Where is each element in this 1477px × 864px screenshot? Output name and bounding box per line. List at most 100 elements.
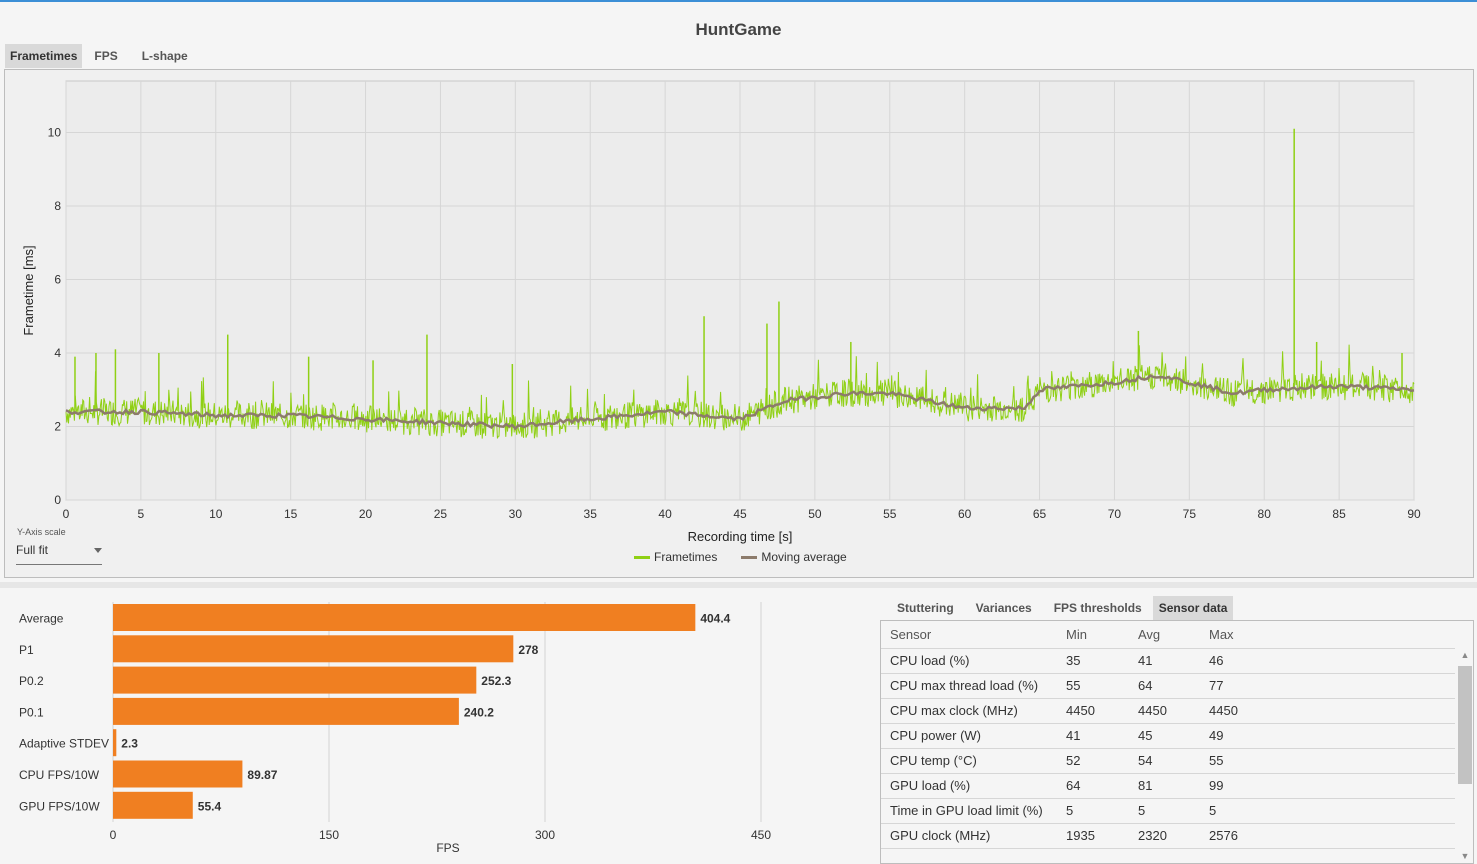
table-header-row: Sensor Min Avg Max (881, 621, 1455, 649)
sensor-min: 41 (1057, 723, 1129, 749)
tab-stuttering[interactable]: Stuttering (897, 601, 954, 615)
legend-item-moving-average: Moving average (741, 550, 847, 564)
table-row[interactable]: CPU temp (°C) 52 54 55 (881, 748, 1455, 774)
column-header-max[interactable]: Max (1200, 621, 1455, 649)
tab-sensor-data[interactable]: Sensor data (1152, 596, 1234, 620)
data-label: 55.4 (198, 799, 222, 813)
sensor-avg: 2320 (1129, 823, 1200, 849)
scroll-up-arrow-icon[interactable]: ▲ (1460, 650, 1470, 660)
panel-divider (0, 582, 1477, 588)
table-row[interactable]: CPU load (%) 35 41 46 (881, 648, 1455, 674)
bar (113, 666, 477, 694)
column-header-min[interactable]: Min (1057, 621, 1129, 649)
sensor-name: CPU load (%) (881, 648, 1057, 674)
sensor-max: 49 (1200, 723, 1455, 749)
sensor-avg: 45 (1129, 723, 1200, 749)
y-axis-scale-dropdown[interactable]: Full fit (16, 541, 102, 565)
scrollbar-thumb[interactable] (1458, 666, 1472, 784)
tab-l-shape[interactable]: L-shape (141, 49, 188, 63)
x-tick-label: 85 (1332, 507, 1346, 521)
x-tick-label: 55 (883, 507, 897, 521)
sensor-name: CPU max clock (MHz) (881, 698, 1057, 724)
sensor-max: 77 (1200, 673, 1455, 699)
column-header-avg[interactable]: Avg (1129, 621, 1200, 649)
sensor-min: 5 (1057, 798, 1129, 824)
sensor-max: 46 (1200, 648, 1455, 674)
legend-label-moving-average: Moving average (761, 550, 847, 564)
sensor-avg: 5 (1129, 798, 1200, 824)
sensor-avg: 41 (1129, 648, 1200, 674)
table-row[interactable]: Time in GPU load limit (%) 5 5 5 (881, 798, 1455, 824)
sensor-table: Sensor Min Avg Max CPU load (%) 35 41 46… (881, 621, 1455, 849)
x-axis-label: FPS (436, 841, 459, 855)
sensor-min: 35 (1057, 648, 1129, 674)
table-row[interactable]: CPU max clock (MHz) 4450 4450 4450 (881, 698, 1455, 724)
frametime-chart: 0 5 10 15 20 25 30 35 40 45 50 55 60 65 70 75 80 85 90 0 2 4 6… (21, 80, 1421, 544)
tab-variances[interactable]: Variances (975, 601, 1032, 615)
x-tick-label: 70 (1108, 507, 1122, 521)
category-label: Adaptive STDEV (19, 737, 109, 751)
legend-swatch-moving-average (741, 555, 758, 559)
sensor-avg: 64 (1129, 673, 1200, 699)
sensor-min: 64 (1057, 773, 1129, 799)
x-tick-label: 50 (808, 507, 822, 521)
sensor-data-panel: Sensor Min Avg Max CPU load (%) 35 41 46… (880, 620, 1474, 864)
y-tick-label: 6 (54, 272, 61, 286)
scroll-down-arrow-icon[interactable]: ▼ (1460, 851, 1470, 861)
tab-fps-thresholds[interactable]: FPS thresholds (1053, 601, 1142, 615)
x-tick-label: 35 (584, 507, 598, 521)
sensor-max: 5 (1200, 798, 1455, 824)
x-tick-label: 80 (1258, 507, 1272, 521)
y-axis-scale-label: Y-Axis scale (17, 527, 66, 537)
x-tick-label: 75 (1183, 507, 1197, 521)
table-row[interactable]: CPU power (W) 41 45 49 (881, 723, 1455, 749)
sensor-name: Time in GPU load limit (%) (881, 798, 1057, 824)
data-label: 2.3 (121, 737, 138, 751)
window-top-accent (0, 0, 1477, 2)
sensor-max: 4450 (1200, 698, 1455, 724)
x-tick-label: 65 (1033, 507, 1047, 521)
table-row[interactable]: CPU max thread load (%) 55 64 77 (881, 673, 1455, 699)
x-tick-label: 0 (110, 828, 117, 842)
tab-fps[interactable]: FPS (94, 49, 118, 63)
sensor-name: CPU temp (°C) (881, 748, 1057, 774)
sensor-name: CPU power (W) (881, 723, 1057, 749)
x-axis-label: Recording time [s] (688, 529, 793, 544)
chart-legend: Frametimes Moving average (634, 550, 871, 564)
category-label: GPU FPS/10W (19, 799, 100, 813)
page-title: HuntGame (695, 20, 782, 39)
category-label: CPU FPS/10W (19, 768, 100, 782)
y-tick-label: 0 (54, 493, 61, 507)
x-tick-label: 90 (1407, 507, 1421, 521)
x-tick-label: 0 (63, 507, 70, 521)
sensor-avg: 54 (1129, 748, 1200, 774)
table-row[interactable]: GPU clock (MHz) 1935 2320 2576 (881, 823, 1455, 849)
data-label: 404.4 (700, 612, 730, 626)
sensor-name: GPU load (%) (881, 773, 1057, 799)
category-label: P1 (19, 643, 34, 657)
legend-item-frametimes: Frametimes (634, 550, 717, 564)
fps-bar-chart: 0 150 300 450 FPS Average 404.4 P1 278 P0.2 252.3 P… (19, 602, 771, 855)
x-tick-label: 20 (359, 507, 373, 521)
y-tick-label: 2 (54, 419, 61, 433)
sensor-max: 2576 (1200, 823, 1455, 849)
x-tick-label: 5 (138, 507, 145, 521)
frametime-chart-panel: 0 5 10 15 20 25 30 35 40 45 50 55 60 65 70 75 80 85 90 0 2 4 6… (4, 69, 1474, 578)
x-tick-label: 30 (509, 507, 523, 521)
column-header-sensor[interactable]: Sensor (881, 621, 1057, 649)
table-row[interactable]: GPU load (%) 64 81 99 (881, 773, 1455, 799)
category-label: P0.1 (19, 705, 44, 719)
bar (113, 604, 696, 631)
table-scrollbar[interactable]: ▲ ▼ (1456, 648, 1473, 863)
category-label: P0.2 (19, 674, 44, 688)
series-moving-average-line (65, 373, 1415, 431)
x-tick-label: 450 (751, 828, 771, 842)
tab-frametimes[interactable]: Frametimes (5, 44, 83, 68)
sensor-min: 4450 (1057, 698, 1129, 724)
sensor-avg: 4450 (1129, 698, 1200, 724)
x-tick-label: 45 (733, 507, 747, 521)
bar (113, 635, 514, 663)
bar (113, 729, 117, 757)
sensor-min: 1935 (1057, 823, 1129, 849)
data-label: 240.2 (464, 705, 494, 719)
